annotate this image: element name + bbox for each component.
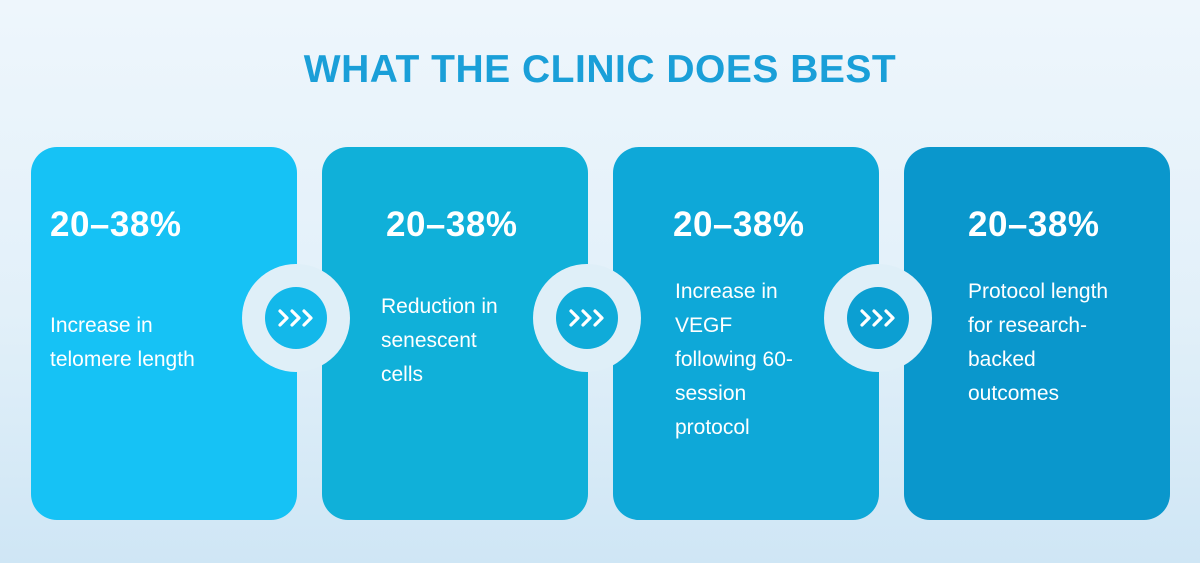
stat-card-senescent: 20–38% Reduction in senescent cells xyxy=(322,147,588,520)
stat-value: 20–38% xyxy=(673,205,805,244)
triple-chevron-right-icon xyxy=(556,287,618,349)
connector-3 xyxy=(824,264,932,372)
stat-description: Increase in telomere length xyxy=(50,314,195,371)
triple-chevron-right-icon xyxy=(847,287,909,349)
stat-description: Reduction in senescent cells xyxy=(381,295,498,386)
stat-card-vegf: 20–38% Increase in VEGF following 60- se… xyxy=(613,147,879,520)
stat-value: 20–38% xyxy=(386,205,518,244)
stat-value: 20–38% xyxy=(50,205,182,244)
stat-description: Protocol length for research- backed out… xyxy=(968,280,1109,405)
stat-description: Increase in VEGF following 60- session p… xyxy=(675,280,793,439)
connector-1 xyxy=(242,264,350,372)
page-title: WHAT THE CLINIC DOES BEST xyxy=(303,48,897,91)
stat-card-protocol: 20–38% Protocol length for research- bac… xyxy=(904,147,1170,520)
triple-chevron-right-icon xyxy=(265,287,327,349)
connector-2 xyxy=(533,264,641,372)
stat-value: 20–38% xyxy=(968,205,1100,244)
